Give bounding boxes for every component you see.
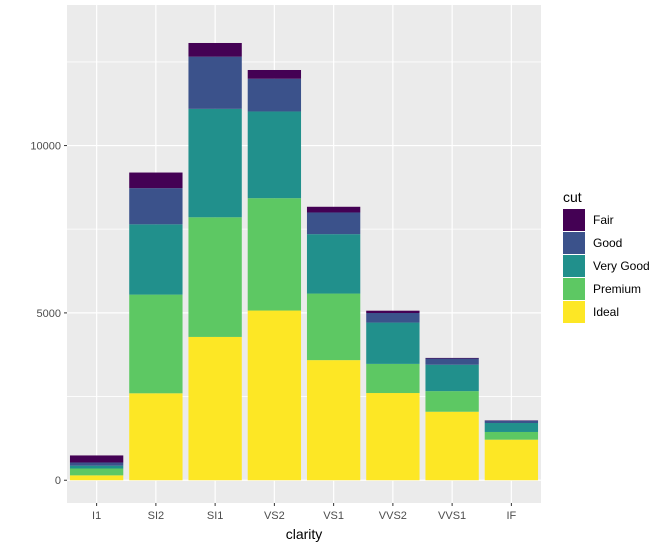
bar-segment-good-vs2 [247,78,302,112]
bar-segment-very-good-vs1 [306,234,361,294]
bar-segment-very-good-si2 [129,224,183,295]
x-axis-title: clarity [286,526,323,542]
bar-segment-ideal-if [484,439,539,481]
bar-segment-very-good-si1 [188,108,242,218]
bar-segment-ideal-vvs2 [366,393,420,481]
legend-label: Premium [593,282,641,296]
bar-segment-ideal-vs1 [306,360,361,481]
legend-key-very-good [563,255,585,277]
bar-segment-premium-if [484,431,539,440]
bar-segment-premium-vs1 [306,293,361,361]
bar-segment-fair-si2 [129,172,183,189]
bar-segment-very-good-vs2 [247,111,302,199]
legend-key-good [563,232,585,254]
bar-segment-good-si1 [188,56,242,109]
y-axis: 0 5000 10000 [30,141,67,487]
y-tick-label: 5000 [37,308,61,320]
bar-segment-fair-vvs2 [366,310,420,314]
bar-segment-very-good-vvs1 [425,364,479,392]
legend-label: Ideal [593,305,619,319]
bar-segment-ideal-vvs1 [425,411,479,481]
legend: cut Fair Good Very Good Premium Ideal [563,189,650,323]
bar-segment-ideal-si2 [129,393,183,481]
bar-segment-premium-vvs2 [366,363,420,394]
bar-segment-ideal-si1 [188,336,242,481]
bar-segment-ideal-vs2 [247,310,302,481]
bar-segment-very-good-if [484,423,539,432]
bar-segment-premium-vs2 [247,198,302,311]
legend-key-ideal [563,301,585,323]
legend-title: cut [563,189,582,205]
bar-segment-premium-si1 [188,217,242,337]
legend-label: Good [593,236,622,250]
y-tick-label: 10000 [30,141,61,153]
bar-segment-fair-si1 [188,42,242,57]
bar-segment-good-vs1 [306,212,361,235]
y-tick-label: 0 [55,475,61,487]
bar-segment-very-good-i1 [69,465,124,469]
x-axis: I1 SI2 SI1 VS2 VS1 VVS2 VVS1 IF [92,503,517,522]
bar-segment-ideal-i1 [69,475,124,481]
bar-segment-fair-vs2 [247,69,302,79]
x-tick-label: VS2 [264,510,285,522]
bar-segment-good-vvs2 [366,313,420,323]
legend-key-fair [563,209,585,231]
x-tick-label: VS1 [323,510,344,522]
bar-segment-fair-i1 [69,455,124,463]
bar-segment-fair-vvs1 [425,357,479,359]
x-tick-label: VVS2 [379,510,407,522]
legend-label: Very Good [593,259,650,273]
x-tick-label: IF [506,510,516,522]
bar-segment-very-good-vvs2 [366,322,420,364]
x-tick-label: SI1 [207,510,224,522]
bar-segment-premium-i1 [69,468,124,476]
bar-segment-good-vvs1 [425,358,479,365]
bar-segment-fair-vs1 [306,206,361,213]
bar-segment-premium-si2 [129,294,183,394]
bar-segment-good-i1 [69,462,124,466]
bar-segment-good-if [484,420,539,424]
x-tick-label: VVS1 [438,510,466,522]
x-tick-label: I1 [92,510,101,522]
x-tick-label: SI2 [148,510,165,522]
bar-segment-good-si2 [129,188,183,225]
bars-layer [69,42,539,481]
legend-key-premium [563,278,585,300]
bar-segment-premium-vvs1 [425,391,479,412]
legend-label: Fair [593,213,614,227]
